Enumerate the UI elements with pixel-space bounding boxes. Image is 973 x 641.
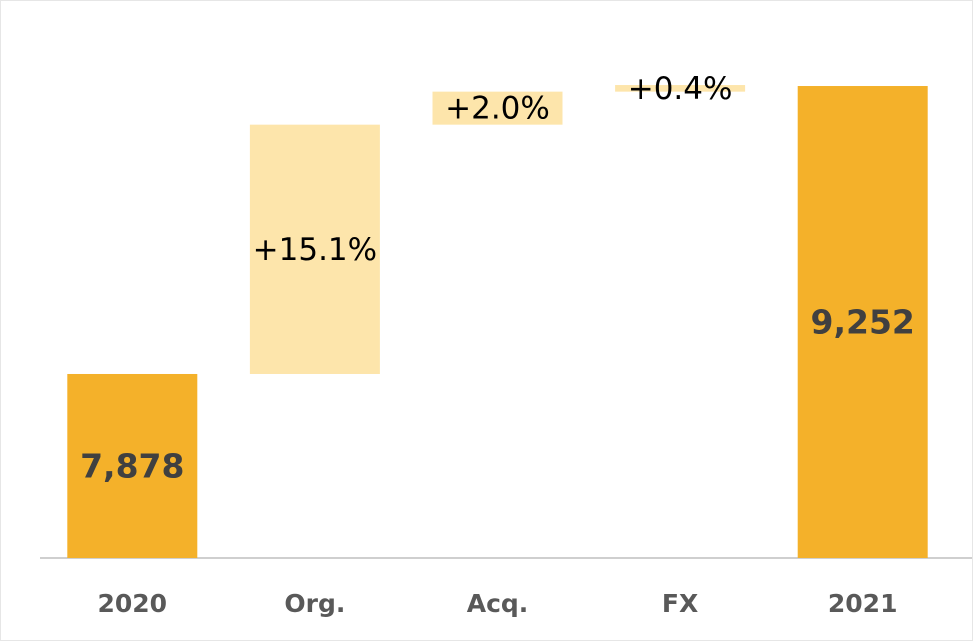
- bar: [615, 85, 746, 92]
- data-label: +2.0%: [445, 91, 550, 127]
- bar: [67, 373, 198, 558]
- data-label: +15.1%: [253, 232, 377, 268]
- bar: [797, 86, 928, 558]
- bar: [249, 124, 380, 374]
- x-tick-label: Acq.: [467, 589, 529, 618]
- x-tick-label: FX: [662, 589, 698, 618]
- bar: [432, 91, 563, 125]
- data-label: 9,252: [811, 303, 915, 342]
- x-tick-label: 2021: [828, 589, 898, 618]
- x-tick-label: Org.: [284, 589, 345, 618]
- data-label: +0.4%: [628, 71, 733, 107]
- data-label: 7,878: [80, 446, 184, 485]
- x-tick-label: 2020: [98, 589, 168, 618]
